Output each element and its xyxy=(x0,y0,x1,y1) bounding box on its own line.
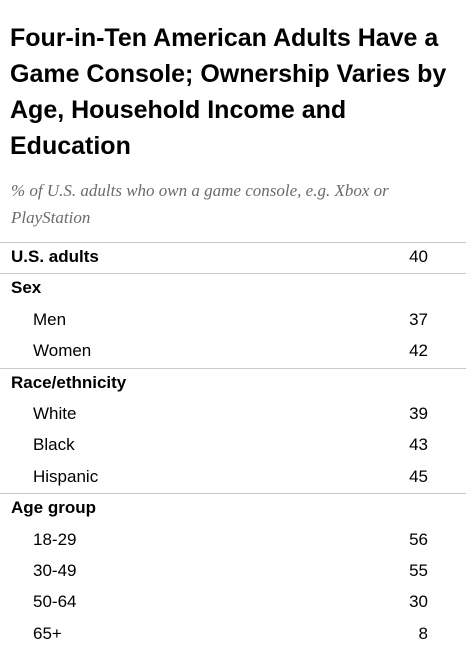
table-row: 50-64 30 xyxy=(0,587,466,618)
row-label: Men xyxy=(33,309,67,329)
row-label: Black xyxy=(33,435,75,455)
table-row: White 39 xyxy=(0,399,466,430)
table-row: 18-29 56 xyxy=(0,525,466,556)
section-divider xyxy=(0,367,466,369)
row-label: White xyxy=(33,404,77,423)
row-value: 55 xyxy=(409,561,428,580)
row-label: 30-49 xyxy=(33,561,77,580)
chart-title: Four-in-Ten American Adults Have a Game … xyxy=(10,24,447,160)
chart-subtitle: % of U.S. adults who own a game console,… xyxy=(11,181,389,227)
row-value: 43 xyxy=(409,435,428,455)
row-value: 42 xyxy=(409,341,428,361)
table-row: Women 42 xyxy=(0,336,466,367)
row-label: 50-64 xyxy=(33,592,77,612)
table-section-header: Race/ethnicity xyxy=(0,368,466,399)
table-row: Hispanic 45 xyxy=(0,462,466,493)
row-label: 18-29 xyxy=(33,529,77,549)
row-label: 65+ xyxy=(33,623,62,643)
row-label: Sex xyxy=(11,278,42,298)
table-row: 30-49 55 xyxy=(0,556,466,587)
table-section-header: Age group xyxy=(0,493,466,524)
row-label: Age group xyxy=(11,498,96,518)
table-row: 65+ 8 xyxy=(0,619,466,650)
row-value: 45 xyxy=(409,466,428,486)
row-value: 56 xyxy=(409,529,428,549)
table-row: Men 37 xyxy=(0,305,466,336)
row-value: 30 xyxy=(409,592,428,612)
table-row: Black 43 xyxy=(0,430,466,461)
table-row: U.S. adults 40 xyxy=(0,242,466,273)
row-value: 40 xyxy=(409,247,428,266)
table-section-header: Sex xyxy=(0,273,466,304)
row-label: Hispanic xyxy=(33,466,99,486)
section-divider xyxy=(0,493,466,495)
row-value: 37 xyxy=(409,309,428,329)
row-label: Women xyxy=(33,341,92,361)
row-label: U.S. adults xyxy=(11,247,99,266)
section-divider xyxy=(0,273,466,275)
section-divider xyxy=(0,242,466,243)
row-value: 39 xyxy=(409,404,428,423)
row-label: Race/ethnicity xyxy=(11,372,127,392)
row-value: 8 xyxy=(418,623,428,643)
